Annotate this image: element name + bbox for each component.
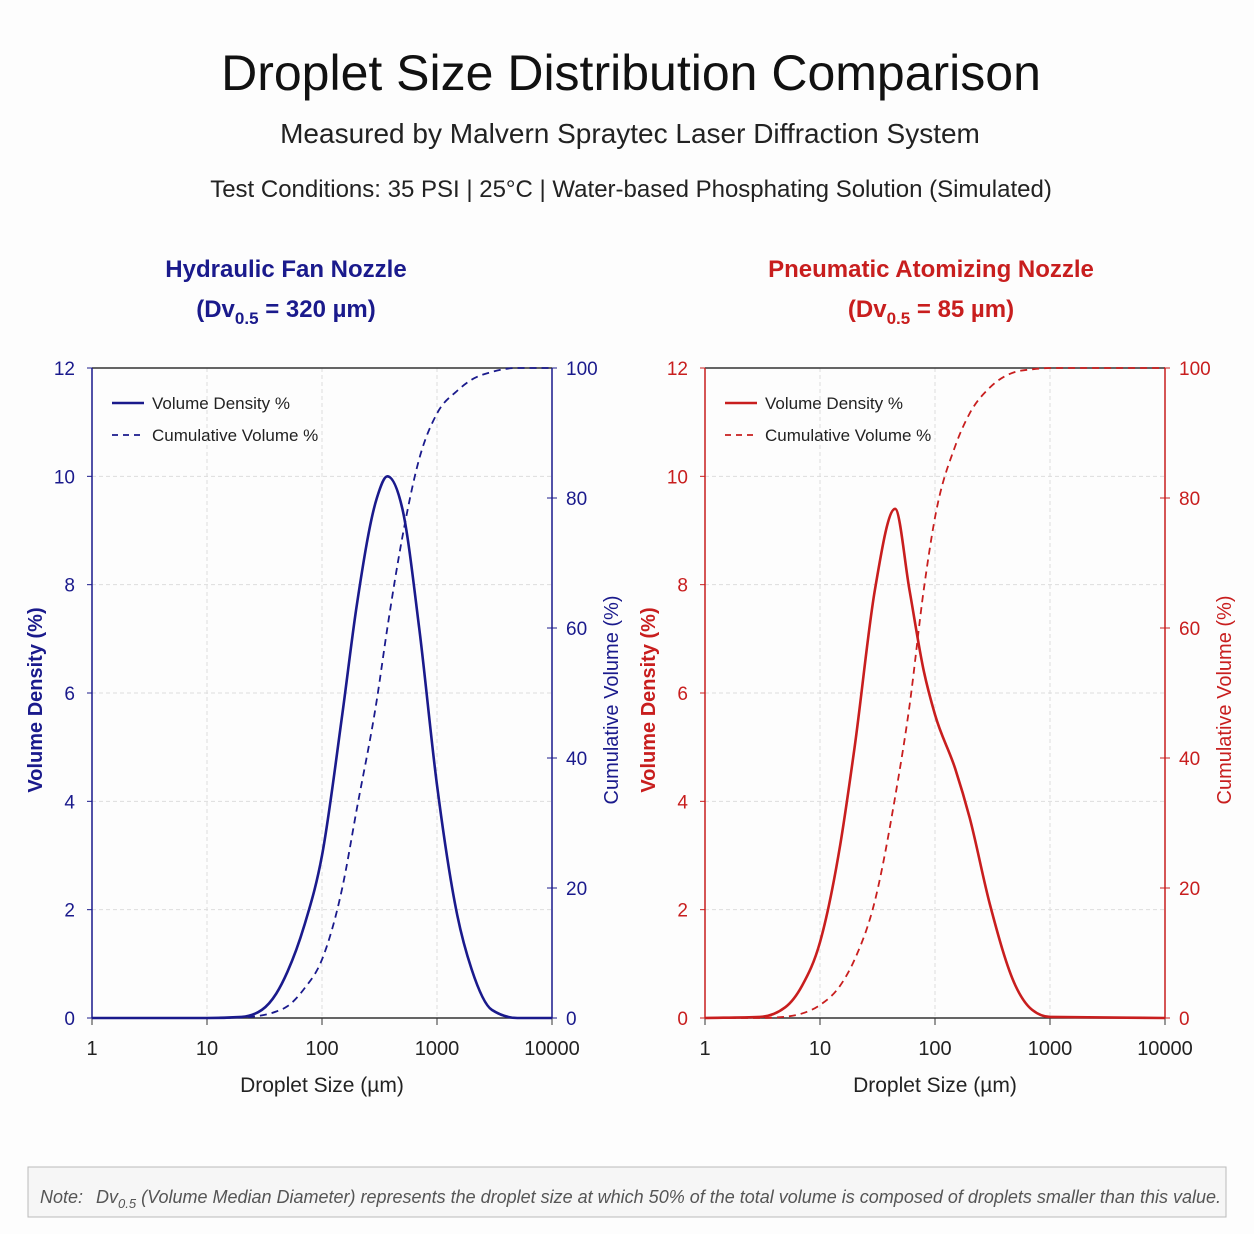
legend-label: Volume Density % [765,394,903,413]
series-line [704,507,1166,1020]
note-text: (Volume Median Diameter) represents the … [136,1187,1221,1207]
x-tick-label: 1 [699,1038,710,1060]
legend-label: Cumulative Volume % [765,426,931,445]
y-tick-label: 2 [64,901,75,922]
y-tick-label: 8 [64,576,75,597]
x-tick-label: 10000 [1137,1038,1193,1060]
y2-tick-label: 60 [566,619,587,640]
y-tick-label: 6 [677,684,688,705]
conditions: Test Conditions: 35 PSI | 25°C | Water-b… [210,176,1052,203]
legend-label: Cumulative Volume % [152,426,318,445]
y2-axis-label: Cumulative Volume (%) [601,596,623,805]
y-tick-label: 4 [64,792,75,813]
x-tick-label: 10000 [524,1038,580,1060]
y-tick-label: 8 [677,576,688,597]
y2-tick-label: 20 [566,879,587,900]
panel-subtitle-part: (Dv [848,296,887,323]
series-line [704,367,1165,1019]
y-tick-label: 10 [54,467,75,488]
x-axis-label: Droplet Size (µm) [853,1074,1017,1097]
series-line [91,367,552,1019]
x-axis-label: Droplet Size (µm) [240,1074,404,1097]
y-tick-label: 6 [64,684,75,705]
note: Note: Dv0.5 (Volume Median Diameter) rep… [40,1187,1221,1211]
y-tick-label: 12 [54,359,75,380]
y-tick-label: 10 [667,467,688,488]
note-label: Note: [40,1187,83,1207]
x-tick-label: 1 [86,1038,97,1060]
panel-title: Hydraulic Fan Nozzle [165,256,406,283]
y2-axis-label: Cumulative Volume (%) [1214,596,1236,805]
x-tick-label: 100 [918,1038,951,1060]
x-tick-label: 1000 [415,1038,460,1060]
main-title: Droplet Size Distribution Comparison [221,45,1041,101]
panel-subtitle-part: (Dv [196,296,235,323]
series-line [91,475,552,1020]
x-tick-label: 100 [305,1038,338,1060]
y-tick-label: 4 [677,792,688,813]
y2-tick-label: 40 [1179,749,1200,770]
x-tick-label: 10 [196,1038,218,1060]
panel-subtitle-part: 0.5 [235,309,259,328]
x-tick-label: 10 [809,1038,831,1060]
note-text: 0.5 [118,1196,137,1211]
y2-tick-label: 80 [566,489,587,510]
y2-tick-label: 100 [566,359,598,380]
legend-label: Volume Density % [152,394,290,413]
panel-subtitle: (Dv0.5 = 320 µm) [196,296,376,328]
y2-tick-label: 20 [1179,879,1200,900]
note-box [27,1166,1227,1218]
y2-tick-label: 0 [1179,1009,1190,1030]
y-tick-label: 0 [677,1009,688,1030]
panel-subtitle-part: = 85 µm) [910,296,1014,323]
note-text: Dv [96,1187,119,1207]
panel-subtitle-part: = 320 µm) [259,296,376,323]
y-tick-label: 0 [64,1009,75,1030]
x-tick-label: 1000 [1028,1038,1073,1060]
y-tick-label: 12 [667,359,688,380]
y-axis-label: Volume Density (%) [25,607,47,792]
y2-tick-label: 0 [566,1009,577,1030]
panel-subtitle: (Dv0.5 = 85 µm) [848,296,1014,328]
y2-tick-label: 40 [566,749,587,770]
panel-subtitle-part: 0.5 [887,309,911,328]
y2-tick-label: 80 [1179,489,1200,510]
y2-tick-label: 60 [1179,619,1200,640]
y2-tick-label: 100 [1179,359,1211,380]
panel-title: Pneumatic Atomizing Nozzle [768,256,1094,283]
y-tick-label: 2 [677,901,688,922]
y-axis-label: Volume Density (%) [638,607,660,792]
main-subtitle: Measured by Malvern Spraytec Laser Diffr… [280,118,980,149]
